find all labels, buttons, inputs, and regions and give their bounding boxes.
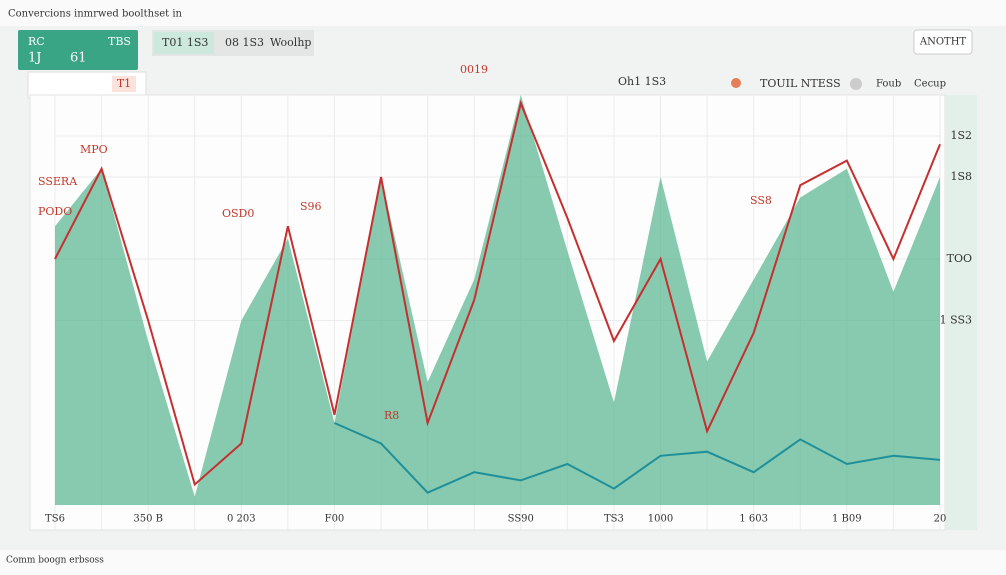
panel-label: RC (28, 35, 45, 48)
annotation: SSERA (38, 175, 78, 188)
y-tick-label: 1S8 (950, 170, 972, 183)
tab[interactable] (154, 32, 214, 54)
tab-label[interactable]: 08 1S3 (225, 36, 264, 49)
plot: 1S2 1S8 TOO 1 SS3 TS6 350 B 0 203 F00 SS90 TS3 100… (45, 95, 972, 530)
annotation: OSD0 (222, 207, 254, 220)
title-bar (0, 0, 1006, 26)
annotation: SS8 (750, 194, 772, 207)
panel-value: TBS (108, 35, 131, 48)
filter-label: Oh1 1S3 (618, 75, 666, 88)
toggle[interactable] (850, 78, 862, 90)
y-tick-label: TOO (947, 252, 972, 265)
annotation: S96 (300, 200, 322, 213)
y-tick-label: 1S2 (950, 129, 972, 142)
x-tick-label: TS6 (45, 514, 65, 525)
line (54, 99, 941, 487)
chip[interactable] (112, 76, 136, 92)
x-tick-label: 1 603 (739, 514, 768, 525)
status-text: Comm boogn erbsoss (6, 556, 104, 566)
summary-panel (18, 30, 138, 70)
status-bar (0, 550, 1006, 575)
annotation: 0019 (460, 63, 488, 76)
line (334, 422, 941, 494)
panel-value: 61 (70, 51, 87, 66)
annotation: MPO (80, 143, 108, 156)
option-label[interactable]: Cecup (914, 79, 946, 90)
axis-panel (945, 95, 977, 530)
panel-value: 1J (28, 51, 41, 66)
x-tick-label: 1000 (648, 514, 673, 525)
x-tick-label: TS3 (604, 514, 624, 525)
button-label[interactable]: ANOTHT (919, 37, 967, 48)
area (55, 95, 940, 505)
tab-label[interactable]: T01 1S3 (162, 36, 208, 49)
tab-label[interactable]: Woolhp (270, 36, 311, 49)
annotation: PODO (38, 205, 72, 218)
action-button[interactable] (913, 29, 973, 55)
x-tick-label: 20 (934, 514, 947, 525)
legend-label: TOUIL NTESS (760, 77, 841, 90)
x-tick-label: 0 203 (227, 514, 256, 525)
window-title: Convercions inmrwed boolthset in (8, 9, 183, 20)
annotation: R8 (384, 409, 399, 422)
x-tick-label: F00 (325, 514, 345, 525)
x-tick-label: 350 B (133, 514, 163, 525)
chip-label[interactable]: T1 (117, 77, 131, 90)
option-label[interactable]: Foub (876, 79, 901, 90)
x-tick-label: 1 B09 (832, 514, 862, 525)
legend-dot (731, 78, 741, 88)
y-tick-label: 1 SS3 (940, 314, 972, 327)
x-tick-label: SS90 (508, 514, 534, 525)
